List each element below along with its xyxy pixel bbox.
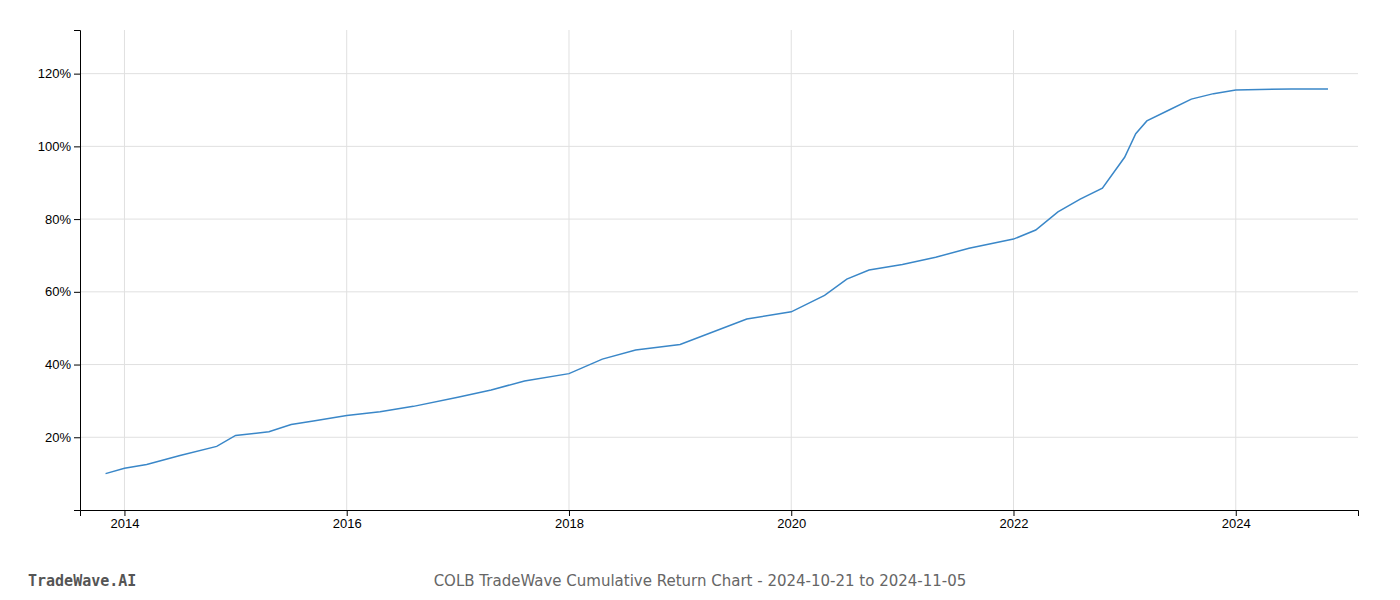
tick-mark (1013, 510, 1014, 516)
tick-label: 2020 (777, 516, 806, 531)
tick: 80% (45, 212, 80, 227)
tick: 2022 (1000, 510, 1029, 531)
tick-label: 120% (38, 66, 72, 81)
tick-mark (1236, 510, 1237, 516)
grid-line (80, 437, 1358, 438)
grid-line (80, 146, 1358, 147)
tick-label: 2016 (333, 516, 362, 531)
grid-line (80, 219, 1358, 220)
x-axis: 2014 2016 2018 2020 2022 2024 (81, 510, 1359, 531)
tick-mark (74, 437, 80, 438)
tick-mark (74, 146, 80, 147)
tick: 2024 (1222, 510, 1251, 531)
axis-line (74, 31, 81, 511)
tick-label: 2024 (1222, 516, 1251, 531)
tick-label: 60% (45, 284, 71, 299)
tick-mark (74, 365, 80, 366)
tick: 120% (38, 66, 80, 81)
tick-mark (74, 74, 80, 75)
tick-label: 40% (45, 357, 71, 372)
tick: 100% (38, 139, 80, 154)
tick: 20% (45, 430, 80, 445)
tick-mark (791, 510, 792, 516)
grid-line (346, 30, 347, 510)
grid-line (80, 364, 1358, 365)
tick-label: 2022 (1000, 516, 1029, 531)
tick: 2018 (555, 510, 584, 531)
marks (106, 89, 1328, 474)
grid-line (124, 30, 125, 510)
tick-mark (569, 510, 570, 516)
line (106, 89, 1328, 474)
y-axis: 20% 40% 60% 80% 100% 120% (38, 31, 81, 511)
tick-mark (124, 510, 125, 516)
grid-line (568, 30, 569, 510)
chart: 2014 2016 2018 2020 2022 2024 20% 40% 60% 80% 100%… (0, 0, 1400, 600)
tick-label: 80% (45, 212, 71, 227)
annotation: TradeWave.AI (28, 572, 136, 590)
tick: 2016 (333, 510, 362, 531)
grid-line (1013, 30, 1014, 510)
tick-mark (347, 510, 348, 516)
plot: 2014 2016 2018 2020 2022 2024 20% 40% 60% 80% 100%… (38, 30, 1359, 531)
tick-label: 2018 (555, 516, 584, 531)
grid-line (80, 291, 1358, 292)
grid-line (80, 73, 1358, 74)
tick-label: 100% (38, 139, 72, 154)
axis-line (81, 511, 1359, 517)
tick-label: 20% (45, 430, 71, 445)
grid-line (791, 30, 792, 510)
tick-mark (74, 292, 80, 293)
tick: 2020 (777, 510, 806, 531)
grid-line (1235, 30, 1236, 510)
title: COLB TradeWave Cumulative Return Chart -… (434, 572, 967, 590)
tick-mark (74, 219, 80, 220)
tick-label: 2014 (110, 516, 139, 531)
tick: 40% (45, 357, 80, 372)
tick: 60% (45, 284, 80, 299)
grid (80, 30, 1358, 510)
tick: 2014 (110, 510, 139, 531)
